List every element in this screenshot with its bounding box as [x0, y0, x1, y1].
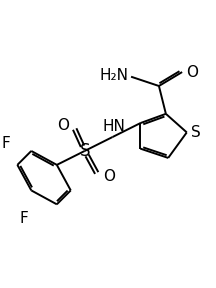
Text: S: S [79, 142, 90, 160]
Text: O: O [57, 118, 69, 133]
Text: O: O [186, 65, 198, 79]
Text: HN: HN [102, 119, 125, 134]
Text: F: F [20, 211, 29, 226]
Text: H₂N: H₂N [100, 68, 129, 83]
Text: O: O [103, 169, 115, 184]
Text: F: F [1, 137, 10, 151]
Text: S: S [191, 125, 201, 140]
